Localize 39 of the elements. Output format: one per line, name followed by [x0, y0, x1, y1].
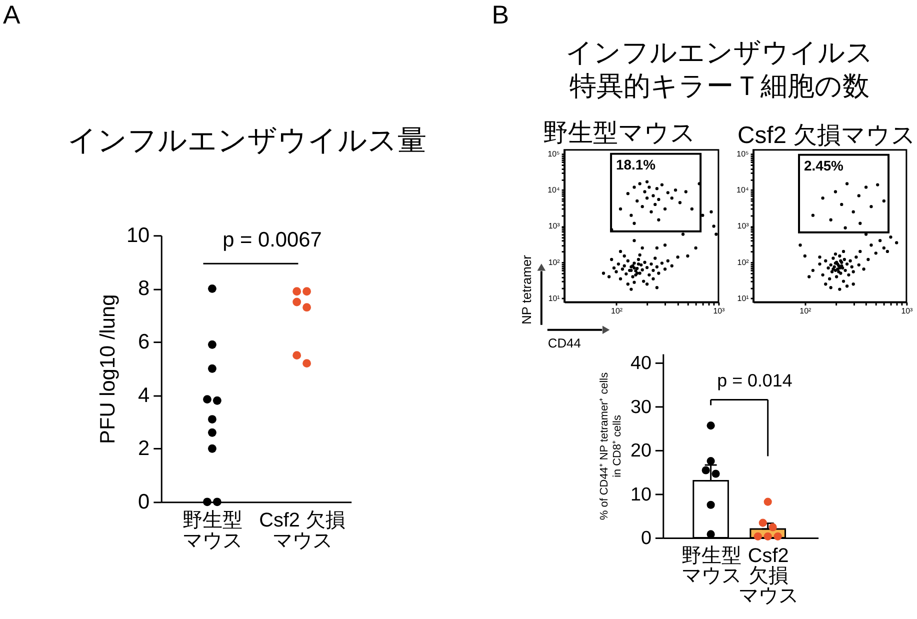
x-tick-label: 10²	[800, 306, 812, 316]
y-tick-label: 10	[126, 224, 150, 247]
y-tick-label: 10⁴	[548, 186, 560, 195]
y-tick-label: 10³	[548, 222, 560, 231]
y-tick-label: 10²	[548, 258, 560, 267]
y-tick-label: 4	[138, 384, 150, 407]
y-axis-title: PFU log10 /lung	[96, 294, 120, 444]
x-axis-title: CD44	[548, 335, 581, 350]
x-tick-label: 10³	[713, 306, 726, 316]
annotation: 18.1%	[616, 156, 656, 173]
y-tick-label: 8	[138, 277, 150, 300]
annotation: p = 0.014	[717, 370, 792, 391]
y-tick-label: 10	[630, 484, 652, 506]
y-tick-label: 20	[630, 440, 652, 462]
y-tick-label: 10¹	[737, 294, 750, 303]
y-tick-label: 10¹	[548, 294, 560, 303]
y-tick-label: 40	[630, 352, 652, 374]
text: B	[492, 2, 509, 30]
y-tick-label: 10⁴	[736, 186, 750, 195]
y-tick-label: 2	[138, 437, 150, 460]
y-tick-label: 0	[138, 490, 150, 514]
y-tick-label: 30	[630, 396, 652, 418]
chart-title: 野生型マウス	[542, 118, 696, 147]
y-tick-label: 6	[138, 330, 150, 354]
y-axis-title: NP tetramer	[518, 254, 534, 324]
x-tick-label: 10³	[901, 306, 914, 316]
annotation: 2.45%	[804, 158, 844, 174]
chart-title: インフルエンザウイルス量	[68, 124, 427, 157]
y-tick-label: 0	[640, 528, 652, 550]
y-tick-label: 10²	[737, 258, 750, 267]
y-tick-label: 10⁵	[736, 149, 749, 158]
chart-title: Csf2 欠損マウス	[738, 122, 916, 149]
text: A	[2, 2, 21, 30]
annotation: p = 0.0067	[222, 228, 322, 252]
text: インフルエンザウイルス特異的キラーＴ細胞の数	[565, 37, 874, 102]
y-axis-title: % of CD44⁺ NP tetramer⁺ cells in CD8⁺ cells	[598, 372, 624, 520]
y-tick-label: 10⁵	[548, 149, 560, 158]
x-tick-label: 10²	[611, 306, 623, 316]
y-tick-label: 10³	[737, 222, 750, 231]
